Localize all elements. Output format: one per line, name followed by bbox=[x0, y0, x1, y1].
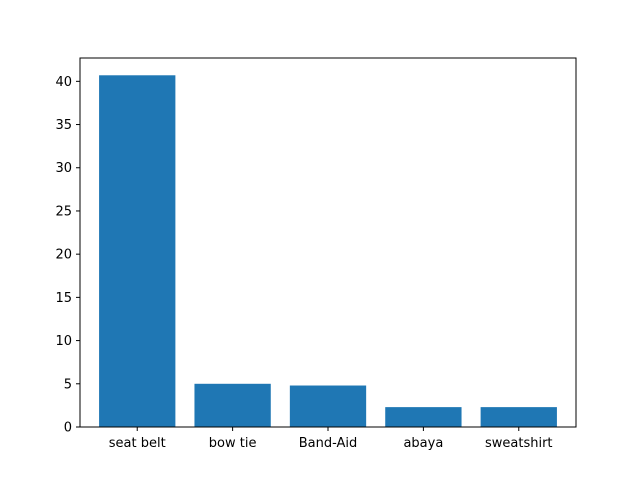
bars-group bbox=[99, 75, 557, 427]
bar-bow-tie bbox=[194, 383, 271, 427]
y-tick-label: 30 bbox=[55, 161, 72, 176]
x-tick-label: Band-Aid bbox=[299, 436, 358, 451]
x-tick-label: sweatshirt bbox=[485, 436, 553, 451]
y-tick-label: 20 bbox=[55, 248, 72, 263]
y-tick-label: 5 bbox=[64, 377, 72, 392]
bar-band-aid bbox=[289, 385, 367, 427]
bar-seat-belt bbox=[99, 75, 176, 427]
plot-frame bbox=[79, 57, 577, 428]
x-axis: seat belt bow tie Band-Aid abaya sweatshirt bbox=[109, 427, 553, 451]
y-tick-label: 35 bbox=[55, 118, 72, 133]
x-tick-label: bow tie bbox=[209, 436, 257, 451]
y-tick-label: 0 bbox=[64, 421, 72, 436]
y-tick-label: 40 bbox=[55, 75, 72, 90]
y-axis: 0 5 10 15 20 25 30 35 40 bbox=[55, 75, 80, 436]
bar-sweatshirt bbox=[480, 407, 557, 427]
x-tick-label: abaya bbox=[403, 436, 443, 451]
y-tick-label: 15 bbox=[55, 291, 72, 306]
bar-abaya bbox=[385, 407, 462, 427]
y-tick-label: 25 bbox=[55, 204, 72, 219]
x-tick-label: seat belt bbox=[109, 436, 166, 451]
y-tick-label: 10 bbox=[55, 334, 72, 349]
